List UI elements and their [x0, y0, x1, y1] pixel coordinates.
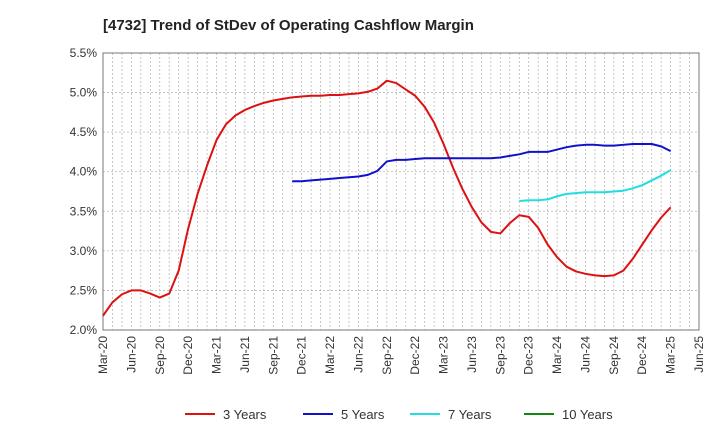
x-tick-label: Jun-24: [578, 336, 592, 373]
x-tick-label: Dec-20: [181, 336, 195, 375]
y-tick-label: 4.5%: [70, 125, 98, 139]
x-tick-label: Dec-22: [408, 336, 422, 375]
grid: [103, 53, 699, 330]
series-line-5-years: [292, 143, 672, 183]
y-axis-ticks: 2.0% 2.5% 3.0% 3.5% 4.0% 4.5% 5.0% 5.5%: [70, 46, 98, 337]
x-tick-label: Sep-24: [607, 336, 621, 375]
x-tick-label: Dec-23: [522, 336, 536, 375]
x-tick-label: Jun-22: [351, 336, 365, 373]
x-tick-label: Sep-23: [493, 336, 507, 375]
x-tick-label: Jun-21: [238, 336, 252, 373]
series-line-3-years: [102, 79, 672, 317]
x-tick-label: Sep-22: [380, 336, 394, 375]
legend-label: 10 Years: [562, 407, 613, 422]
y-tick-label: 2.0%: [70, 323, 98, 337]
x-tick-label: Mar-21: [210, 336, 224, 374]
x-tick-label: Mar-22: [323, 336, 337, 374]
x-tick-label: Jun-25: [692, 336, 706, 373]
legend-label: 5 Years: [341, 407, 385, 422]
x-tick-label: Dec-24: [635, 336, 649, 375]
x-tick-label: Jun-20: [124, 336, 138, 373]
series-layer: [102, 79, 672, 317]
x-tick-label: Mar-24: [550, 336, 564, 374]
series-line-7-years: [519, 169, 672, 202]
legend: 3 Years 5 Years 7 Years 10 Years: [185, 407, 613, 422]
x-tick-label: Sep-21: [266, 336, 280, 375]
x-tick-label: Mar-20: [96, 336, 110, 374]
y-tick-label: 3.5%: [70, 204, 98, 218]
x-tick-label: Mar-23: [437, 336, 451, 374]
x-tick-label: Sep-20: [153, 336, 167, 375]
y-tick-label: 2.5%: [70, 283, 98, 297]
plot-frame: [102, 52, 700, 331]
legend-label: 3 Years: [223, 407, 267, 422]
x-tick-label: Jun-23: [465, 336, 479, 373]
chart-title: [4732] Trend of StDev of Operating Cashf…: [103, 17, 474, 34]
y-tick-label: 5.0%: [70, 86, 98, 100]
x-axis-ticks: Mar-20 Jun-20 Sep-20 Dec-20 Mar-21 Jun-21 Sep-…: [96, 336, 706, 375]
y-tick-label: 3.0%: [70, 244, 98, 258]
y-tick-label: 4.0%: [70, 165, 98, 179]
x-tick-label: Mar-25: [664, 336, 678, 374]
legend-label: 7 Years: [448, 407, 492, 422]
y-tick-label: 5.5%: [70, 46, 98, 60]
x-tick-label: Dec-21: [295, 336, 309, 375]
